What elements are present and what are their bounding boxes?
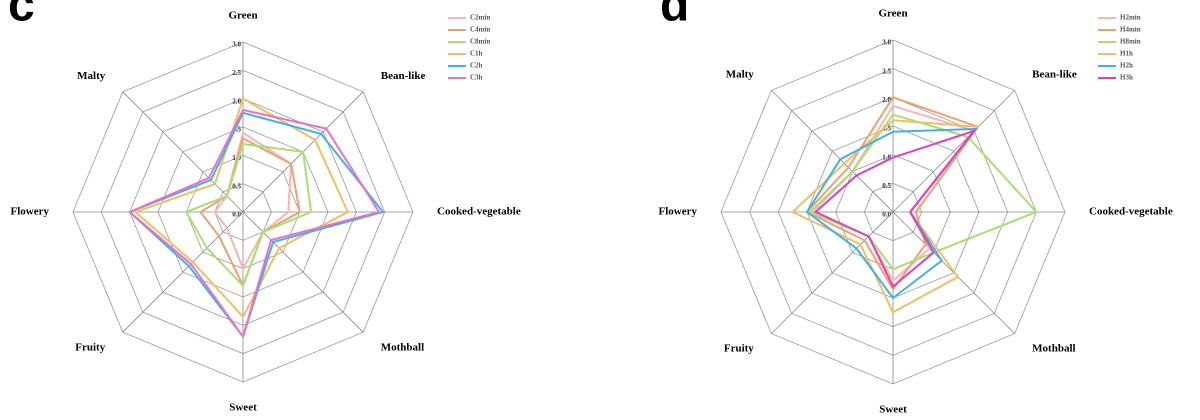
series-line	[184, 142, 313, 288]
axis-label: Green	[228, 10, 257, 22]
spoke	[122, 91, 244, 213]
r-tick-label: 0.0	[882, 211, 891, 219]
r-tick-label: 0.5	[232, 182, 241, 190]
legend-label: H4min	[1120, 26, 1141, 34]
axis-label: Flowery	[11, 206, 50, 218]
spoke	[771, 211, 894, 334]
series-line	[127, 108, 381, 339]
axis-label: Cooked-vegetable	[1089, 206, 1173, 218]
r-tick-label: 2.5	[232, 69, 241, 77]
r-tick-label: 1.0	[882, 153, 891, 161]
legend-label: C8min	[470, 38, 490, 46]
r-tick-label: 2.0	[232, 97, 241, 105]
spoke	[892, 90, 1015, 213]
axis-label: Bean-like	[1032, 68, 1077, 80]
axis-label: Mothball	[1032, 343, 1075, 355]
r-tick-label: 1.5	[232, 126, 241, 134]
legend-label: C3h	[470, 74, 483, 82]
axis-label: Flowery	[659, 206, 698, 218]
axis-label: Mothball	[381, 341, 424, 353]
legend-label: H2min	[1120, 14, 1141, 22]
legend-label: H1h	[1120, 50, 1133, 58]
r-tick-label: 3.0	[882, 39, 891, 47]
panel-label: c	[8, 0, 35, 32]
axis-label: Fruity	[724, 343, 754, 355]
series-line	[808, 113, 1039, 271]
panel-label: d	[660, 0, 689, 32]
series-line	[813, 128, 977, 289]
r-tick-label: 2.5	[882, 67, 891, 75]
axis-label: Malty	[726, 68, 755, 80]
r-tick-label: 1.5	[882, 125, 891, 133]
axis-label: Malty	[77, 70, 106, 82]
series-line	[805, 96, 980, 292]
axis-label: Cooked-vegetable	[437, 206, 521, 218]
r-tick-label: 3.0	[232, 41, 241, 49]
legend-label: H3h	[1120, 74, 1133, 82]
series-line	[213, 131, 293, 272]
axis-label: Sweet	[229, 402, 257, 414]
axis-label: Fruity	[75, 341, 105, 353]
axis-label: Green	[878, 8, 907, 20]
spoke	[122, 211, 244, 333]
legend-label: C2h	[470, 62, 483, 70]
legend-label: C1h	[470, 50, 483, 58]
axis-label: Bean-like	[381, 70, 426, 82]
legend-label: H2h	[1120, 62, 1133, 70]
legend-label: H8min	[1120, 38, 1141, 46]
series-line	[133, 97, 350, 319]
r-tick-label: 2.0	[882, 96, 891, 104]
r-tick-label: 0.0	[232, 211, 241, 219]
axis-label: Sweet	[879, 404, 907, 416]
spoke	[771, 90, 894, 213]
legend-label: C2min	[470, 14, 490, 22]
r-tick-label: 0.5	[882, 182, 891, 190]
legend-label: C4min	[470, 26, 490, 34]
